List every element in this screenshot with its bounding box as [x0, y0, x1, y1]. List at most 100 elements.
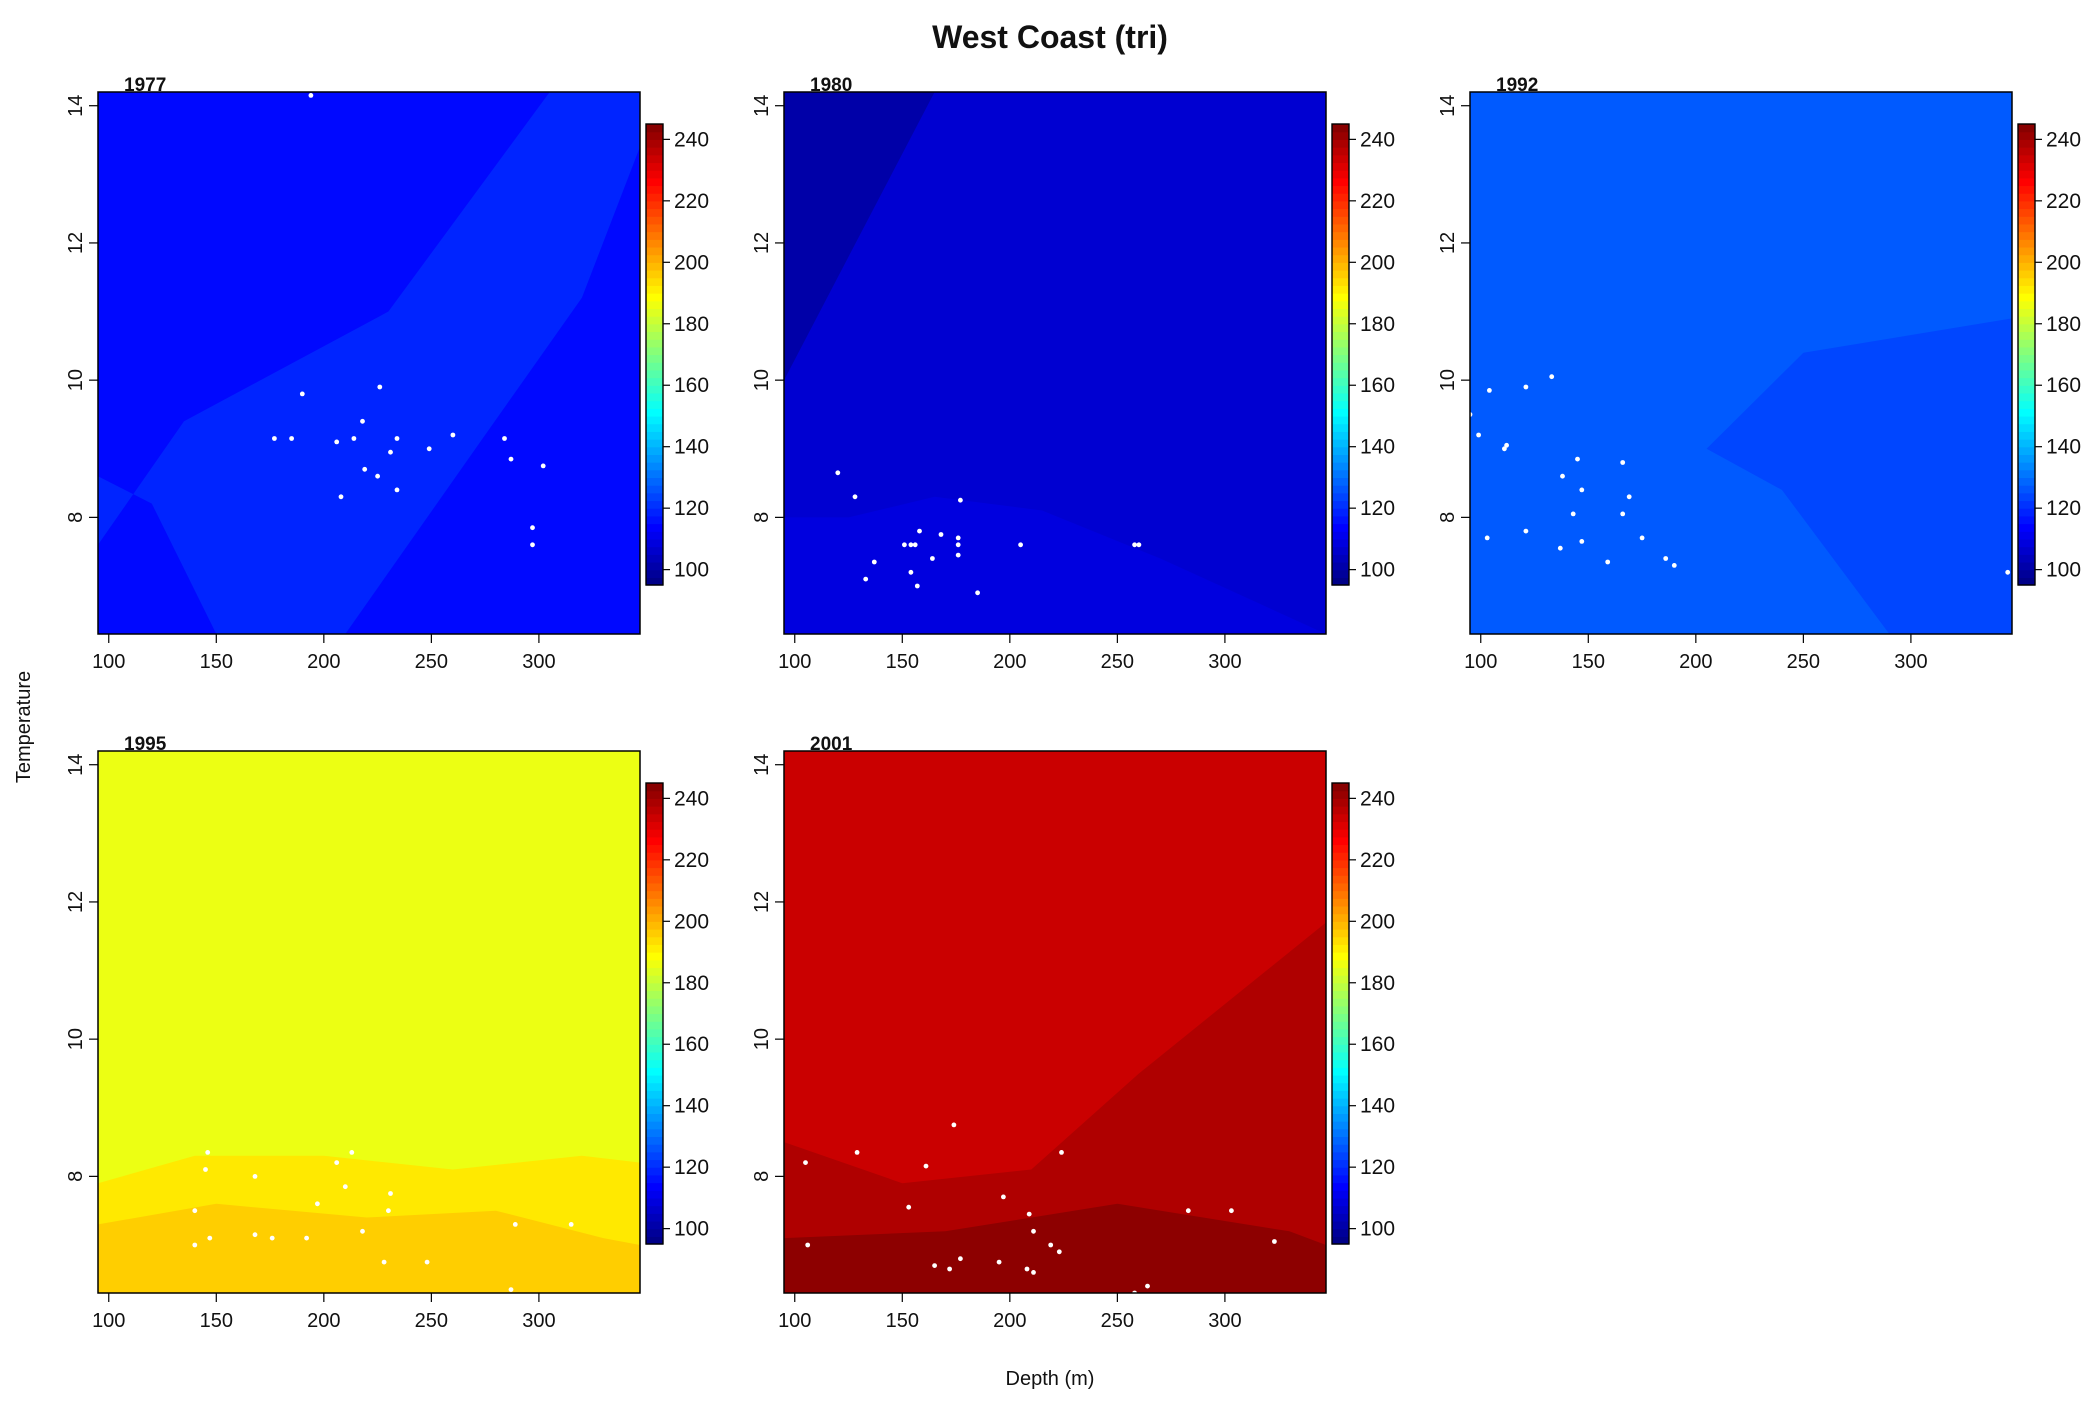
colorbar-segment [1332, 546, 1349, 555]
observation-point [568, 1222, 574, 1227]
observation-point [512, 1222, 518, 1227]
x-tick-label: 100 [92, 1310, 125, 1332]
colorbar-tick-label: 220 [1360, 849, 1395, 872]
x-tick-label: 300 [1208, 1310, 1241, 1332]
panel-frame [783, 91, 1327, 635]
observation-point [854, 1150, 860, 1155]
colorbar-segment [1332, 170, 1349, 179]
x-tick-label: 100 [92, 651, 125, 673]
colorbar-segment [646, 836, 663, 846]
colorbar-segment [1332, 508, 1349, 517]
colorbar-segment [646, 362, 663, 371]
colorbar-tick-label: 160 [2046, 374, 2081, 397]
colorbar-segment [1332, 813, 1349, 823]
observation-point [1671, 563, 1677, 568]
observation-point [805, 1242, 811, 1248]
y-tick-label: 12 [65, 891, 87, 913]
colorbar-segment [646, 928, 663, 938]
colorbar-segment [646, 446, 663, 455]
colorbar-segment [646, 1197, 663, 1207]
observation-point [304, 1235, 309, 1241]
y-tick-label: 8 [751, 512, 773, 523]
colorbar-segment [646, 262, 663, 271]
colorbar-segment [1332, 223, 1349, 233]
colorbar-tick-label: 180 [1360, 313, 1395, 336]
observation-point [351, 436, 357, 441]
colorbar-segment [646, 1113, 663, 1122]
observation-point [1059, 1150, 1064, 1155]
colorbar-segment [2018, 454, 2035, 463]
observation-point [308, 93, 314, 98]
colorbar-segment [646, 1074, 663, 1084]
x-tick-label: 100 [1464, 651, 1497, 673]
contour-band-2 [98, 1203, 640, 1293]
x-tick-label: 250 [1787, 651, 1820, 673]
contour-fill [98, 92, 640, 634]
colorbar-segment [646, 829, 663, 838]
colorbar-segment [2018, 316, 2035, 325]
colorbar-segment [1332, 293, 1349, 302]
observation-point [1185, 1208, 1191, 1214]
colorbar-segment [2018, 277, 2035, 286]
observation-point [299, 391, 305, 397]
colorbar-tick-label: 160 [1360, 374, 1395, 397]
colorbar-segment [2018, 500, 2035, 509]
colorbar-segment [1332, 439, 1349, 448]
observation-point [1031, 1270, 1036, 1275]
colorbar-segment [1332, 1021, 1349, 1030]
colorbar-segment [1332, 1013, 1349, 1022]
colorbar-segment [1332, 1220, 1349, 1230]
colorbar-segment [2018, 377, 2035, 386]
colorbar-segment [1332, 1067, 1349, 1076]
colorbar-segment [2018, 423, 2035, 432]
observation-point [252, 1174, 258, 1179]
colorbar-segment [646, 515, 663, 525]
colorbar-tick-label: 200 [674, 910, 709, 933]
colorbar-segment [646, 254, 663, 263]
y-tick-label: 14 [1437, 95, 1459, 117]
observation-point [908, 542, 914, 548]
colorbar-segment [1332, 331, 1349, 340]
panel-label: 1992 [1496, 75, 1538, 96]
colorbar-segment [646, 867, 663, 876]
observation-point [1229, 1208, 1234, 1214]
colorbar-segment [646, 331, 663, 340]
colorbar-tick-label: 120 [674, 497, 709, 520]
colorbar-segment [1332, 1151, 1349, 1161]
panel-frame [97, 750, 641, 1294]
panels: 1977 100 150 200 250 300 8 10 12 14 100 120 140 160 18… [65, 75, 2081, 1332]
colorbar-segment [1332, 944, 1349, 953]
colorbar-segment [1332, 1159, 1349, 1168]
colorbar-segment [1332, 446, 1349, 455]
colorbar-segment [1332, 882, 1349, 892]
colorbar-segment [646, 377, 663, 386]
colorbar-segment [646, 400, 663, 409]
observation-point [349, 1150, 355, 1155]
colorbar-segment [1332, 354, 1349, 363]
colorbar-frame [1331, 123, 1350, 586]
colorbar-segment [646, 523, 663, 532]
colorbar-segment [2018, 362, 2035, 371]
observation-point [394, 487, 400, 493]
observation-point [1560, 473, 1565, 479]
colorbar-segment [2018, 246, 2035, 256]
colorbar-segment [646, 905, 663, 915]
observation-point [908, 569, 914, 575]
colorbar-segment [1332, 162, 1349, 171]
y-tick-label: 14 [751, 754, 773, 776]
colorbar-tick-label: 120 [2046, 497, 2081, 520]
colorbar-segment [646, 1167, 663, 1176]
colorbar-segment [646, 875, 663, 884]
observation-point [923, 1163, 929, 1169]
colorbar-tick-label: 160 [674, 1033, 709, 1056]
colorbar-segment [646, 975, 663, 984]
colorbar-tick-label: 240 [674, 128, 709, 151]
observation-point [360, 418, 365, 424]
colorbar-segment [646, 439, 663, 448]
x-axis-label: Depth (m) [1006, 1368, 1095, 1390]
colorbar-segment [2018, 577, 2035, 586]
colorbar-segment [2018, 492, 2035, 502]
observation-point [375, 473, 380, 479]
colorbar-tick-label: 240 [1360, 128, 1395, 151]
observation-point [388, 449, 393, 455]
